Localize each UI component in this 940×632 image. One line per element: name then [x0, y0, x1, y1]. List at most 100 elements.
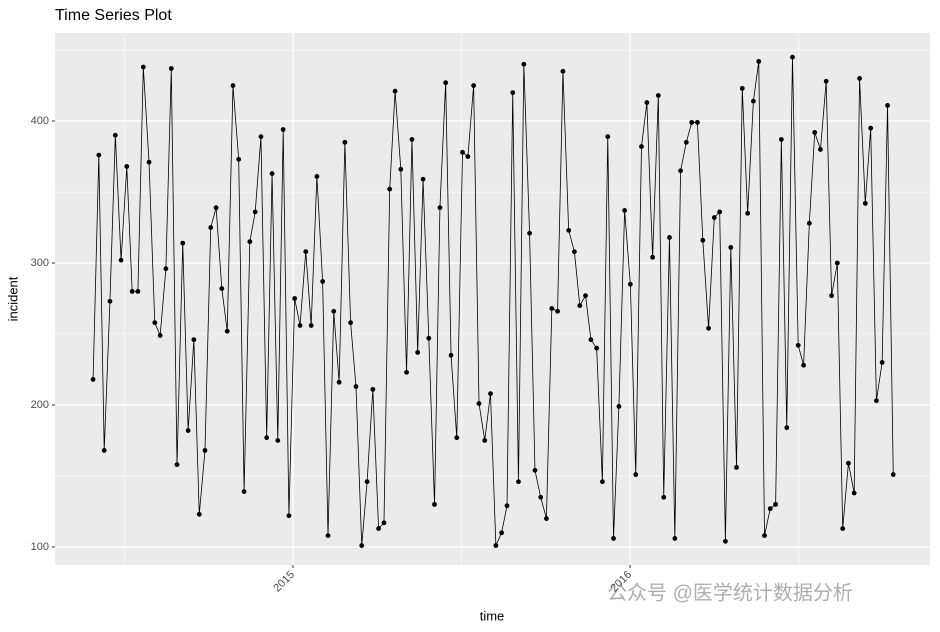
y-tick-label: 400	[31, 115, 49, 127]
point	[734, 465, 739, 470]
point	[493, 543, 499, 548]
point	[342, 139, 348, 145]
point	[488, 391, 493, 397]
point	[879, 359, 885, 365]
point	[717, 209, 723, 215]
point	[510, 90, 516, 96]
point	[868, 125, 874, 131]
point	[627, 281, 633, 287]
point	[303, 249, 309, 255]
point	[196, 511, 202, 517]
point	[532, 467, 538, 473]
point	[90, 377, 96, 382]
point	[420, 176, 426, 182]
point	[644, 100, 650, 105]
point	[124, 164, 130, 169]
point	[728, 244, 734, 250]
point	[599, 479, 605, 485]
y-tick-label: 300	[31, 257, 49, 269]
point	[605, 134, 611, 140]
point	[700, 237, 706, 243]
point	[650, 254, 656, 260]
point	[795, 342, 801, 348]
point	[745, 210, 751, 216]
watermark: 公众号 @医学统计数据分析	[607, 581, 853, 604]
point	[784, 425, 790, 431]
point	[359, 543, 365, 548]
point	[415, 350, 421, 355]
point	[516, 479, 521, 485]
point	[280, 127, 286, 132]
point	[834, 260, 840, 266]
point	[667, 235, 672, 240]
point	[672, 536, 678, 541]
point	[840, 526, 846, 531]
point	[583, 293, 588, 299]
point	[208, 225, 214, 230]
point	[711, 215, 717, 220]
point	[885, 103, 890, 108]
point	[572, 249, 577, 255]
x-axis-label: time	[480, 608, 505, 623]
y-axis-label: incident	[5, 276, 20, 321]
point	[168, 66, 174, 71]
point	[862, 200, 868, 206]
point	[588, 337, 594, 343]
point	[846, 460, 851, 466]
point	[857, 76, 862, 81]
point	[448, 352, 454, 358]
point	[286, 513, 292, 519]
point	[409, 137, 415, 142]
point	[504, 503, 510, 509]
point	[163, 266, 169, 272]
point	[247, 239, 253, 245]
point	[426, 335, 432, 341]
point	[767, 506, 773, 512]
point	[538, 494, 544, 500]
point	[152, 320, 158, 326]
point	[471, 83, 477, 88]
point	[320, 279, 326, 284]
y-tick-label: 100	[31, 541, 49, 553]
x-tick-label: 2015	[271, 569, 297, 595]
point	[202, 448, 208, 453]
point	[392, 88, 398, 94]
point	[622, 208, 628, 213]
point	[443, 80, 449, 86]
point	[639, 144, 644, 149]
point	[739, 85, 745, 91]
point	[437, 205, 443, 211]
point	[762, 533, 767, 539]
point	[689, 120, 695, 125]
point	[566, 227, 572, 233]
point	[230, 83, 236, 88]
point	[544, 516, 549, 521]
point	[370, 386, 376, 392]
point	[308, 323, 314, 328]
point	[577, 303, 583, 309]
point	[874, 398, 879, 404]
point	[252, 209, 258, 215]
point	[140, 64, 146, 70]
point	[157, 333, 163, 338]
point	[521, 61, 527, 67]
point	[101, 448, 107, 453]
point	[112, 132, 118, 138]
point	[404, 369, 409, 375]
point	[482, 438, 488, 443]
point	[146, 159, 152, 165]
point	[213, 205, 219, 211]
grid	[55, 33, 930, 565]
point	[107, 298, 113, 304]
point	[118, 257, 124, 263]
point	[476, 401, 482, 406]
point	[292, 296, 298, 301]
point	[432, 501, 437, 507]
point	[683, 139, 689, 145]
point	[264, 435, 270, 441]
point	[381, 520, 387, 526]
point	[790, 54, 795, 60]
point	[611, 536, 616, 541]
point	[465, 154, 471, 159]
point	[655, 93, 661, 98]
